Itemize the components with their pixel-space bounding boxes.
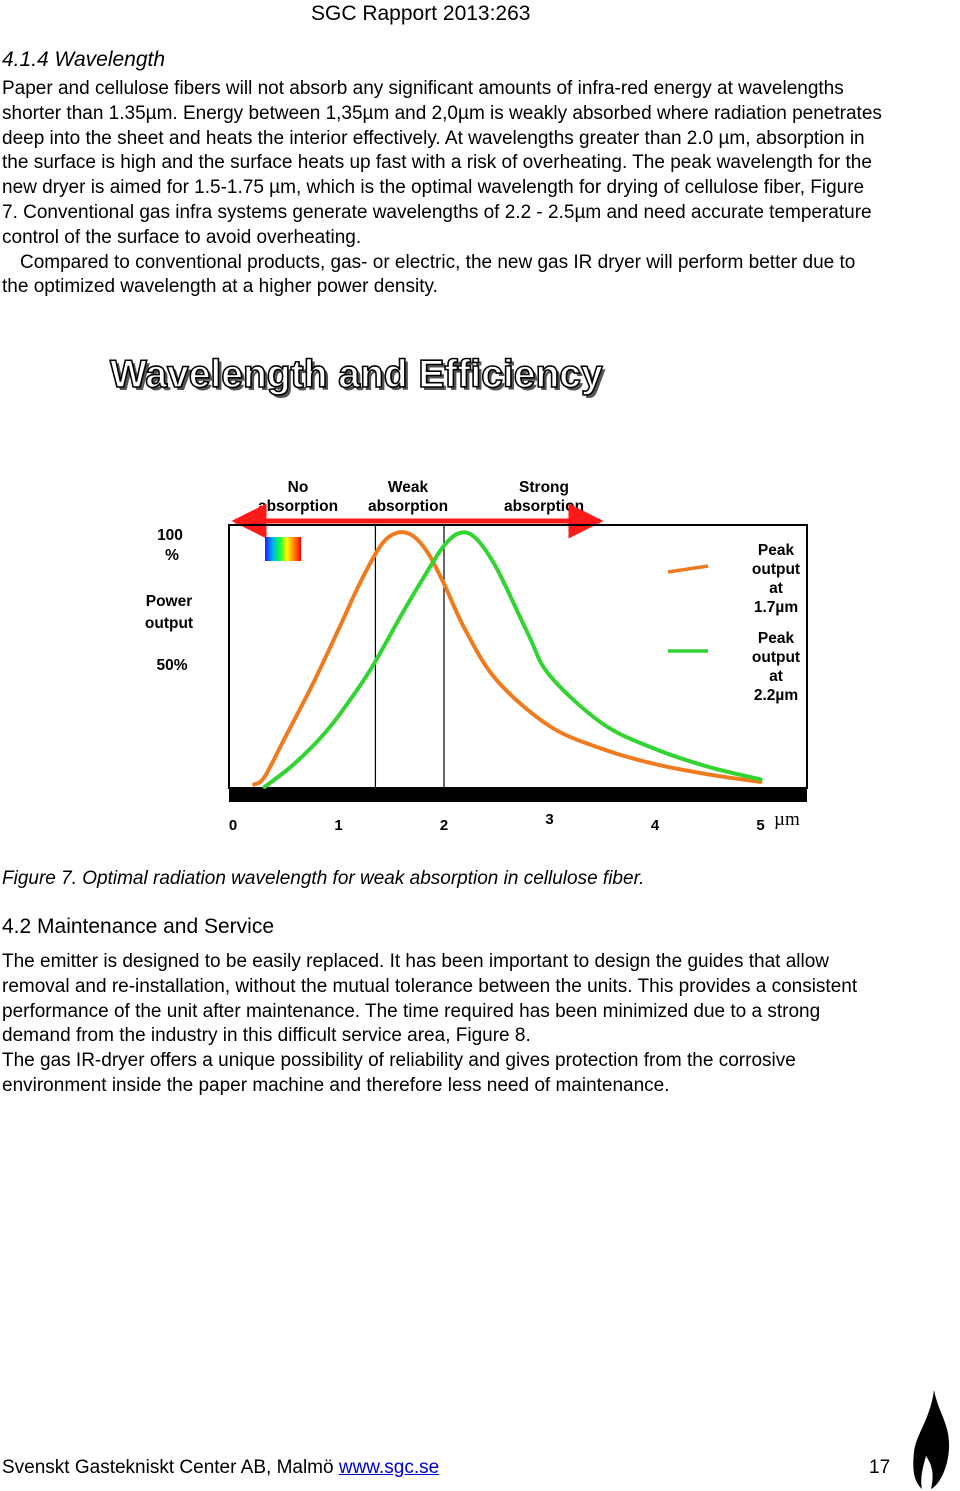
page-number: 17 [869,1457,891,1478]
wavelength-text-block: Paper and cellulose fibers will not abso… [2,77,882,300]
x-axis-bar [229,788,807,802]
series-line-1.7um [252,530,763,787]
legend-2.2um-line2: output [752,649,800,666]
report-id: SGC Rapport 2013:263 [311,2,531,25]
legend-2.2um-line3: at [769,668,783,685]
region-label-no-line2: absorption [258,498,338,515]
y-tick-100-line1: 100 [157,527,183,544]
x-tick-label: 2 [440,817,448,834]
chart-title: Wavelength and Efficiency Wavelength and… [109,352,606,399]
legend-swatch-1.7um [667,564,709,574]
y-axis-label-line2: output [145,615,193,632]
legend-2.2um-line4: 2.2µm [754,687,798,704]
section-heading-wavelength: 4.1.4 Wavelength [2,48,166,71]
paragraph-comparison: Compared to conventional products, gas- … [2,251,856,298]
x-tick-label: 3 [545,811,553,828]
rainbow-spectrum-icon [265,537,301,561]
y-tick-50: 50% [156,657,187,674]
paragraph-reliability: The gas IR-dryer offers a unique possibi… [2,1050,796,1096]
y-tick-100-line2: % [165,547,179,564]
organization-name: Svenskt Gastekniskt Center AB, Malmö [2,1457,334,1478]
wavelength-efficiency-chart: Wavelength and Efficiency Wavelength and… [109,352,808,834]
legend-1.7um-line2: output [752,561,800,578]
legend-2.2um-line1: Peak [758,630,795,647]
x-axis-unit: µm [774,809,800,830]
paragraph-emitter: The emitter is designed to be easily rep… [2,951,858,1047]
y-axis-label-line1: Power [146,593,193,610]
x-tick-label: 1 [334,817,342,834]
website-link[interactable]: www.sgc.se [338,1457,440,1478]
paragraph-absorption: Paper and cellulose fibers will not abso… [2,78,882,248]
legend-1.7um-line4: 1.7µm [754,599,798,616]
maintenance-text-block: The emitter is designed to be easily rep… [2,950,882,1099]
legend-1.7um-line3: at [769,580,783,597]
legend-1.7um-line1: Peak [758,542,795,559]
chart-title-text: Wavelength and Efficiency [110,353,603,396]
footer-organization: Svenskt Gastekniskt Center AB, Malmö www… [2,1457,439,1479]
region-label-weak-line1: Weak [388,479,429,496]
region-label-strong-line1: Strong [519,479,569,496]
region-label-no-line1: No [288,479,309,496]
plot-area-border [228,524,808,789]
x-tick-label: 5 [756,817,764,834]
flame-logo-icon [913,1390,950,1489]
figure-7-caption: Figure 7. Optimal radiation wavelength f… [2,868,645,889]
region-label-strong-line2: absorption [504,498,584,515]
section-heading-maintenance: 4.2 Maintenance and Service [2,915,275,938]
series-line-2.2um [262,530,763,789]
x-tick-label: 4 [651,817,660,834]
region-label-weak-line2: absorption [368,498,448,515]
x-tick-label: 0 [229,817,237,834]
chart-title-shadow: Wavelength and Efficiency [113,356,606,399]
